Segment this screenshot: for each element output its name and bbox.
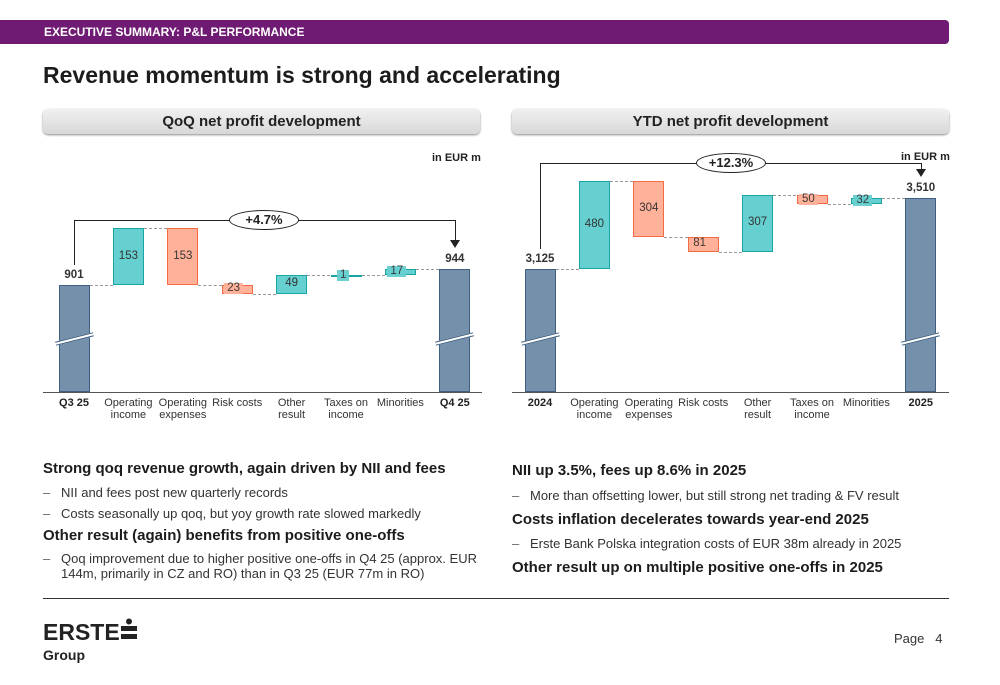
connector [143,228,168,230]
erste-logo: ERSTE Group [43,618,143,669]
bar-operating-expenses [167,228,199,285]
bar-2025 [905,198,937,392]
category-label: Minorities [376,397,424,409]
category-label: Operating expenses [624,397,673,421]
data-label: 1 [337,269,350,281]
category-label: 2025 [908,397,934,409]
page-indicator: Page 4 [894,631,942,646]
x-axis [43,392,482,393]
arrow-down-icon [450,240,461,248]
bar-operating-income [578,180,610,269]
footer-divider [43,598,949,599]
connector [555,269,579,270]
data-label: 17 [387,265,407,277]
ytd-chart-title: YTD net profit development [512,109,949,134]
left-heading-1: Strong qoq revenue growth, again driven … [43,460,446,477]
page-label: Page [894,631,925,646]
right-heading-3: Other result up on multiple positive one… [512,559,883,576]
svg-text:ERSTE: ERSTE [43,619,120,645]
data-label: 153 [173,249,193,262]
left-bullet-1: NII and fees post new quarterly records [43,485,288,500]
page-number: 4 [935,631,943,646]
change-badge: +4.7% [229,210,299,230]
connector [827,204,851,206]
ytd-unit: in EUR m [901,151,950,163]
qoq-unit: in EUR m [432,152,481,164]
right-bullet-2: Erste Bank Polska integration costs of E… [512,536,901,551]
bar-q4-25 [439,269,471,392]
connector [609,180,634,182]
category-label: Minorities [842,397,890,409]
bracket-left [74,220,76,265]
right-heading-1: NII up 3.5%, fees up 8.6% in 2025 [512,462,747,479]
arrow-down-icon [916,169,927,178]
data-label: 3,125 [525,253,555,265]
section-bar: EXECUTIVE SUMMARY: P&L PERFORMANCE [0,20,949,44]
connector [881,198,906,200]
connector [718,251,743,253]
data-label: 81 [690,237,709,250]
data-label: 49 [285,277,298,290]
data-label: 304 [639,201,659,214]
category-label: Other result [743,397,772,421]
bracket-left [540,163,542,249]
category-label: Operating income [570,397,619,421]
connector [415,268,440,270]
data-label: 944 [445,253,465,265]
data-label: 901 [64,269,84,281]
category-label: Taxes on income [789,397,835,421]
qoq-chart-title: QoQ net profit development [43,109,480,134]
category-label: Other result [277,397,306,421]
bar-other-result [276,275,308,294]
category-label: Taxes on income [323,397,369,421]
connector [361,274,385,276]
category-label: Risk costs [678,397,729,409]
left-bullet-3: Qoq improvement due to higher positive o… [43,551,483,581]
category-label: Q3 25 [59,397,89,409]
connector [307,275,331,277]
data-label: 32 [853,195,873,207]
data-label: 307 [748,216,768,229]
bar-operating-expenses [633,180,665,237]
bar-operating-income [112,228,144,285]
bar-other-result [742,195,774,252]
data-label: 480 [584,217,604,230]
page-title: Revenue momentum is strong and accelerat… [43,62,561,88]
connector [198,285,222,286]
connector [252,293,277,295]
right-bullet-1: More than offsetting lower, but still st… [512,488,899,503]
category-label: Operating income [104,397,153,421]
category-label: Q4 25 [439,397,470,409]
category-label: Operating expenses [158,397,207,421]
data-label: 50 [799,193,818,205]
bracket-right [920,163,923,171]
right-heading-2: Costs inflation decelerates towards year… [512,511,869,528]
category-label: 2024 [527,397,553,409]
connector [664,236,688,238]
data-label: 23 [224,283,243,295]
bar-2024 [524,269,556,392]
connector [773,195,797,197]
change-badge: +12.3% [696,153,766,173]
x-axis [512,392,949,393]
left-heading-2: Other result (again) benefits from posit… [43,527,405,544]
category-label: Risk costs [212,397,263,409]
data-label: 153 [118,249,138,262]
connector [89,285,113,286]
data-label: 3,510 [906,182,936,195]
svg-text:Group: Group [43,647,85,663]
left-bullet-2: Costs seasonally up qoq, but yoy growth … [43,506,421,521]
bracket-right [454,220,457,241]
